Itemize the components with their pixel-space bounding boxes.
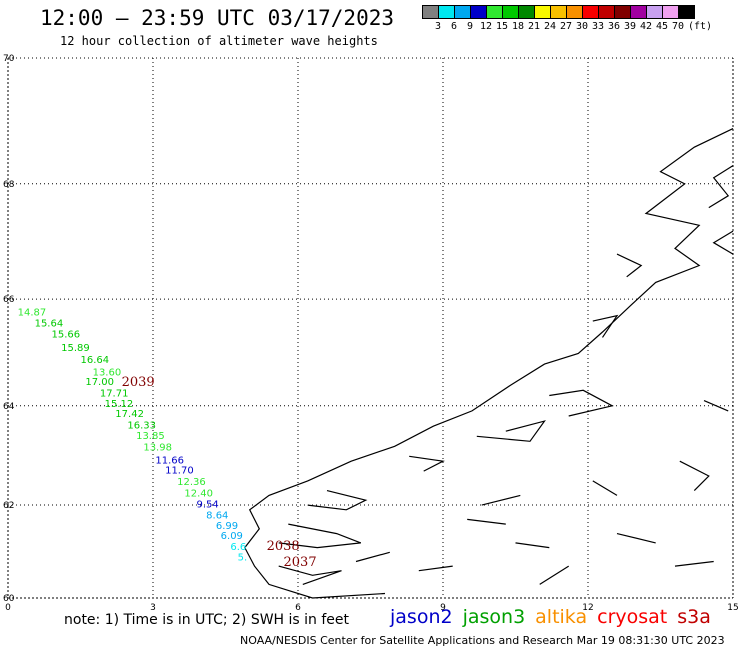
coastline-segment — [708, 165, 734, 209]
coastline-segment — [418, 565, 453, 572]
legend-label: 21 — [527, 21, 541, 32]
legend-label: 70 — [671, 21, 685, 32]
coastline-segment — [476, 420, 546, 442]
x-tick-label: 6 — [295, 603, 301, 612]
grid-lines — [7, 57, 734, 599]
y-tick-label: 62 — [3, 501, 14, 511]
coastline-segment — [467, 518, 506, 525]
swh-value-label: 16.64 — [81, 355, 110, 366]
swh-value-label: 5. — [238, 553, 248, 564]
coastline-segment — [616, 533, 656, 544]
legend-label: 15 — [495, 21, 509, 32]
coastline-segment — [712, 230, 734, 255]
legend-label: 6 — [450, 21, 458, 32]
x-tick-label: 3 — [150, 603, 156, 612]
swh-value-label: 15.12 — [105, 399, 134, 410]
legend-label: 45 — [655, 21, 669, 32]
legend-label: 39 — [623, 21, 637, 32]
coastline-segment — [549, 389, 614, 417]
legend-label: 9 — [466, 21, 474, 32]
coastline-segment — [278, 565, 342, 585]
swh-value-label: 9.54 — [197, 499, 219, 510]
coastline-segment — [278, 523, 362, 549]
map-title: 12:00 – 23:59 UTC 03/17/2023 — [40, 6, 395, 30]
coastline-segment — [515, 542, 550, 549]
swh-value-label: 15.66 — [52, 329, 81, 340]
pass-number-label: 2039 — [122, 375, 155, 390]
swh-value-label: 11.66 — [155, 456, 184, 467]
coastline-segment — [592, 480, 618, 496]
coastline-segment — [592, 314, 619, 338]
legend-label: 27 — [559, 21, 573, 32]
x-tick-label: 0 — [5, 603, 11, 612]
legend-label: 33 — [591, 21, 605, 32]
swh-value-label: 6.6 — [230, 542, 246, 553]
swh-value-label: 15.89 — [61, 343, 90, 354]
legend-unit: (ft) — [687, 21, 713, 32]
legend-labels: 3 6 9 12 15 18 21 24 27 30 33 36 39 42 45 70 (ft) — [422, 21, 740, 33]
swh-value-label: 16.33 — [127, 421, 156, 432]
satellite-legend: jason2 jason3 altika cryosat s3a — [390, 606, 721, 628]
satellite-name: altika — [535, 606, 588, 628]
swh-value-label: 6.99 — [216, 521, 238, 532]
swh-value-label: 12.40 — [184, 488, 213, 499]
satellite-name: jason2 — [390, 606, 453, 628]
swh-value-label: 6.09 — [221, 531, 243, 542]
coastline — [244, 128, 734, 599]
coastline-segment — [679, 460, 710, 492]
pass-number-label: 2037 — [284, 555, 317, 570]
legend-swatch — [678, 5, 695, 19]
swh-value-label: 15.64 — [35, 319, 64, 330]
swh-value-label: 13.85 — [136, 431, 165, 442]
y-tick-label: 70 — [3, 54, 15, 64]
coastline-segment — [703, 400, 729, 412]
legend-label: 36 — [607, 21, 621, 32]
swh-value-label: 12.36 — [177, 477, 206, 488]
footnote: note: 1) Time is in UTC; 2) SWH is in fe… — [64, 612, 350, 628]
x-tick-label: 12 — [582, 603, 593, 612]
swh-value-label: 17.71 — [100, 389, 129, 400]
coastline-segment — [674, 560, 714, 567]
y-tick-label: 60 — [3, 594, 15, 604]
y-tick-label: 66 — [3, 295, 15, 305]
coastline-segment — [539, 565, 570, 585]
swh-value-label: 17.00 — [85, 377, 114, 388]
satellite-name: cryosat — [597, 606, 668, 628]
swh-value-label: 17.42 — [115, 409, 144, 420]
satellite-name: s3a — [677, 606, 711, 628]
coastline-segment — [481, 494, 521, 506]
legend-label: 18 — [511, 21, 525, 32]
x-tick-label: 15 — [727, 603, 738, 612]
coastline-segment — [307, 490, 368, 511]
y-tick-label: 64 — [3, 402, 15, 412]
y-tick-label: 68 — [3, 180, 15, 190]
coastline-segment — [355, 551, 390, 563]
map-subtitle: 12 hour collection of altimeter wave hei… — [60, 34, 378, 48]
swh-value-label: 13.60 — [93, 368, 122, 379]
x-tick-label: 9 — [440, 603, 446, 612]
swh-value-label: 8.64 — [206, 510, 228, 521]
legend-label: 3 — [434, 21, 442, 32]
coastline-segment — [616, 253, 643, 278]
legend-label: 42 — [639, 21, 653, 32]
coastline-segment — [409, 455, 445, 472]
axis-tick-labels: 0 3 6 9 12 15 70 68 66 64 62 60 — [3, 54, 739, 612]
legend-label: 24 — [543, 21, 557, 32]
color-legend — [422, 5, 695, 19]
satellite-name: jason3 — [462, 606, 526, 628]
coastline-segment — [244, 128, 734, 599]
legend-label: 30 — [575, 21, 589, 32]
legend-label: 12 — [479, 21, 493, 32]
swh-value-label: 14.87 — [18, 308, 47, 319]
pass-number-label: 2038 — [267, 539, 300, 554]
swh-value-label: 11.70 — [165, 466, 194, 477]
map-border — [7, 57, 734, 599]
credit-line: NOAA/NESDIS Center for Satellite Applica… — [240, 634, 725, 647]
swh-value-label: 13.98 — [143, 442, 172, 453]
